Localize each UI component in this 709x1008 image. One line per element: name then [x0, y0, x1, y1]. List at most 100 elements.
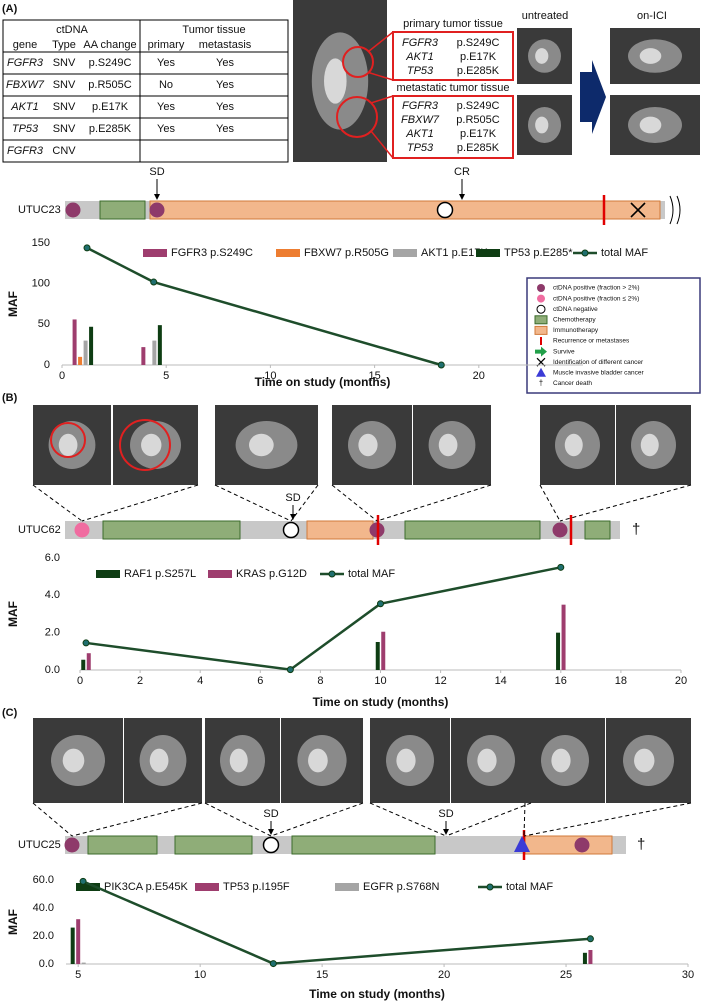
line [85, 566, 562, 671]
table-cell: CNV [52, 145, 76, 157]
table-cell: FGFR3 [7, 145, 44, 157]
axis-break [669, 195, 681, 225]
cancer-death: † [632, 521, 640, 538]
legend-icon [536, 367, 546, 377]
ctdna-marker [552, 522, 568, 538]
connector [445, 802, 532, 837]
ct-image-detail [535, 48, 549, 64]
arrow [580, 60, 606, 134]
panel-label: (C) [2, 707, 18, 719]
tissue-box [392, 95, 514, 159]
legend-label: TP53 p.E285* [504, 247, 573, 259]
callout-line [370, 130, 394, 159]
bar [588, 950, 593, 964]
callout-line [370, 95, 394, 104]
y-axis-label: MAF [6, 601, 20, 627]
bar [152, 340, 157, 365]
x-tick-label: 10 [194, 969, 206, 981]
legend-icon [536, 304, 546, 314]
tumor-circle [342, 46, 374, 78]
table-cell: SNV [53, 101, 76, 113]
legend-label: EGFR p.S768N [363, 881, 439, 893]
panel-label: (B) [2, 392, 18, 404]
legend-label: Immunotherapy [553, 327, 599, 334]
chemotherapy [87, 835, 158, 855]
table-cell: Yes [157, 101, 175, 113]
chemotherapy [404, 520, 541, 540]
x-tick-label: 10 [374, 675, 386, 687]
x-axis-label: Time on study (months) [313, 695, 449, 709]
legend-label: FGFR3 p.S249C [171, 247, 253, 259]
legend-label: total MAF [506, 881, 553, 893]
tissue-gene: AKT1 [405, 51, 434, 63]
y-tick-label: 0.0 [39, 958, 54, 970]
legend-swatch [195, 883, 219, 891]
chemotherapy [99, 200, 146, 220]
ct-image-detail [248, 433, 274, 457]
ct-image-detail [564, 433, 583, 457]
connector [331, 484, 378, 522]
x-tick-label: 20 [473, 370, 485, 382]
ct-image-detail [438, 433, 458, 457]
legend-label: Recurrence or metastases [553, 338, 630, 345]
x-tick-label: 0 [77, 675, 83, 687]
table-cell: FGFR3 [7, 57, 44, 69]
legend-label: FBXW7 p.R505G [304, 247, 389, 259]
legend-swatch [143, 249, 167, 257]
response-label: CR [454, 166, 470, 178]
bar [76, 919, 81, 964]
legend-icon [537, 284, 545, 292]
ctdna-marker [282, 521, 300, 539]
tissue-gene: FGFR3 [402, 100, 439, 112]
tissue-mutation: p.E285K [457, 142, 500, 154]
x-tick-label: 5 [163, 370, 169, 382]
table-cell: SNV [53, 79, 76, 91]
x-tick-label: 12 [434, 675, 446, 687]
table-cell: FBXW7 [6, 79, 45, 91]
x-tick-label: 16 [555, 675, 567, 687]
tissue-mutation: p.E17K [460, 51, 497, 63]
line-point [83, 244, 91, 252]
table-group-header: ctDNA [56, 24, 88, 36]
tissue-mutation: p.S249C [457, 100, 500, 112]
legend-swatch [393, 249, 417, 257]
connector [523, 802, 526, 837]
connector [32, 802, 73, 837]
bar [582, 952, 587, 964]
ct-image-detail [639, 48, 662, 64]
ct-image-detail [535, 116, 549, 134]
legend-label: Survive [553, 348, 575, 355]
x-tick-label: 8 [317, 675, 323, 687]
y-tick-label: 0 [44, 359, 50, 371]
ctdna-marker [436, 201, 454, 219]
x-axis-label: Time on study (months) [309, 987, 445, 1001]
table-cell: SNV [53, 57, 76, 69]
response-arrowhead [459, 194, 465, 200]
legend-swatch [76, 883, 100, 891]
table-column-header: primary [148, 39, 185, 51]
table-cell: p.R505C [88, 79, 131, 91]
connector [523, 802, 692, 837]
y-tick-label: 20.0 [33, 930, 54, 942]
line-point [437, 361, 445, 369]
tissue-mutation: p.E285K [457, 65, 500, 77]
ct-image-detail [634, 748, 655, 773]
x-tick-label: 5 [75, 969, 81, 981]
callout-line [368, 71, 394, 81]
ct-image-detail [551, 748, 571, 773]
mibc [514, 836, 530, 852]
chemotherapy [291, 835, 436, 855]
table-column-header: AA change [83, 39, 136, 51]
tissue-box [392, 31, 514, 81]
x-tick-label: 10 [264, 370, 276, 382]
legend-label: ctDNA positive (fraction > 2%) [553, 285, 640, 292]
line-point [269, 960, 277, 968]
response-label: SD [263, 808, 278, 820]
line-point [150, 278, 158, 286]
legend-label: Muscle invasive bladder cancer [553, 370, 645, 377]
legend-label: ctDNA negative [553, 306, 598, 313]
bar [157, 325, 162, 365]
line-point [286, 666, 294, 674]
legend-label: Cancer death [553, 380, 592, 387]
